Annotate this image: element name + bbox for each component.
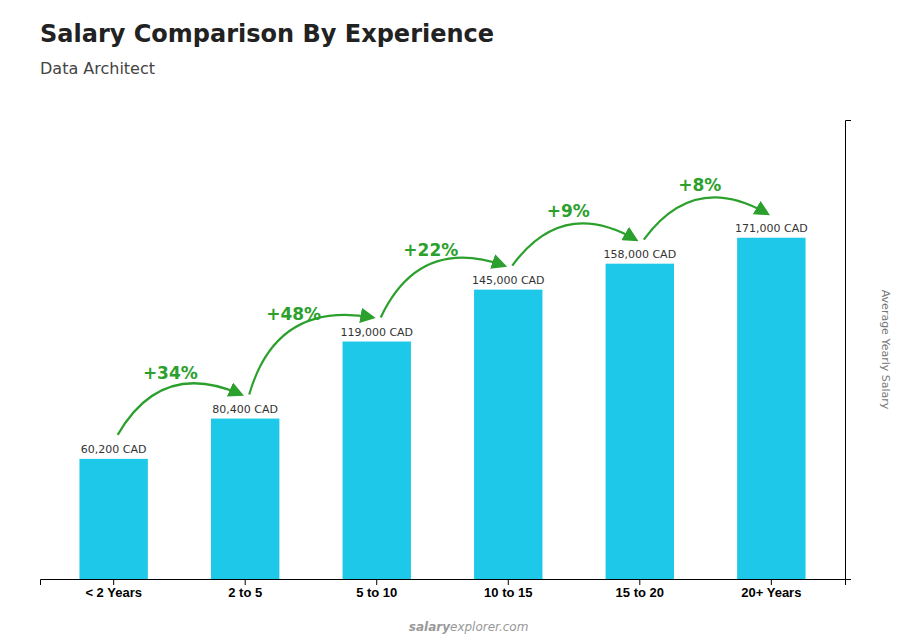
data-label: 119,000 CAD <box>340 326 413 339</box>
bar <box>79 459 147 579</box>
bars <box>79 238 805 579</box>
data-label: 60,200 CAD <box>81 443 147 456</box>
watermark: salary <box>409 620 451 634</box>
data-label: 145,000 CAD <box>472 274 545 287</box>
annotation: +34% <box>143 363 198 383</box>
x-tick-mark <box>376 579 377 585</box>
arrow <box>249 315 373 395</box>
y-axis-label: Average Yearly Salary <box>879 290 892 410</box>
chart: Salary Comparison By Experience Data Arch… <box>0 0 900 641</box>
x-axis: < 2 Years 2 to 5 5 to 10 10 to 15 15 to 20 20… <box>41 579 846 600</box>
x-tick-mark <box>508 579 509 585</box>
bar <box>737 238 805 579</box>
arrow <box>644 197 768 239</box>
data-labels: 60,200 CAD 80,400 CAD 119,000 CAD 145,000 C… <box>81 222 808 456</box>
x-tick-label: 10 to 15 <box>484 585 532 600</box>
bar <box>343 342 411 579</box>
annotation: +48% <box>266 304 321 324</box>
subtitle: Data Architect <box>40 59 155 78</box>
x-tick-mark <box>771 579 772 585</box>
x-tick-label: 5 to 10 <box>356 585 397 600</box>
x-tick-mark <box>639 579 640 585</box>
y-axis-line <box>846 121 852 580</box>
y-axis <box>846 121 852 580</box>
x-tick-mark <box>245 579 246 585</box>
x-tick: 15 to 20 <box>616 579 664 600</box>
x-tick-label: < 2 Years <box>85 585 142 600</box>
x-tick: 2 to 5 <box>228 579 262 600</box>
plot: < 2 Years 2 to 5 5 to 10 10 to 15 15 to 20 20… <box>41 121 852 601</box>
bar <box>474 290 542 579</box>
annotation: +8% <box>678 175 721 195</box>
x-tick-label: 20+ Years <box>741 585 801 600</box>
data-label: 158,000 CAD <box>603 248 676 261</box>
x-tick: < 2 Years <box>85 579 142 600</box>
x-tick-label: 15 to 20 <box>616 585 664 600</box>
x-tick-mark <box>113 579 114 585</box>
annotation: +22% <box>403 240 458 260</box>
x-tick: 5 to 10 <box>356 579 397 600</box>
watermark: explorer.com <box>450 620 528 634</box>
bar <box>606 264 674 579</box>
data-label: 80,400 CAD <box>212 403 278 416</box>
x-tick: 20+ Years <box>741 579 801 600</box>
x-tick-label: 2 to 5 <box>228 585 262 600</box>
annotations: +34% +48% +22% +9% +8% <box>118 175 768 435</box>
bar <box>211 419 279 579</box>
title: Salary Comparison By Experience <box>40 20 494 48</box>
arrow <box>381 258 505 318</box>
x-axis-line <box>41 580 846 586</box>
data-label: 171,000 CAD <box>735 222 808 235</box>
x-tick: 10 to 15 <box>484 579 532 600</box>
annotation: +9% <box>547 201 590 221</box>
arrow <box>512 223 636 265</box>
arrow <box>118 383 242 435</box>
